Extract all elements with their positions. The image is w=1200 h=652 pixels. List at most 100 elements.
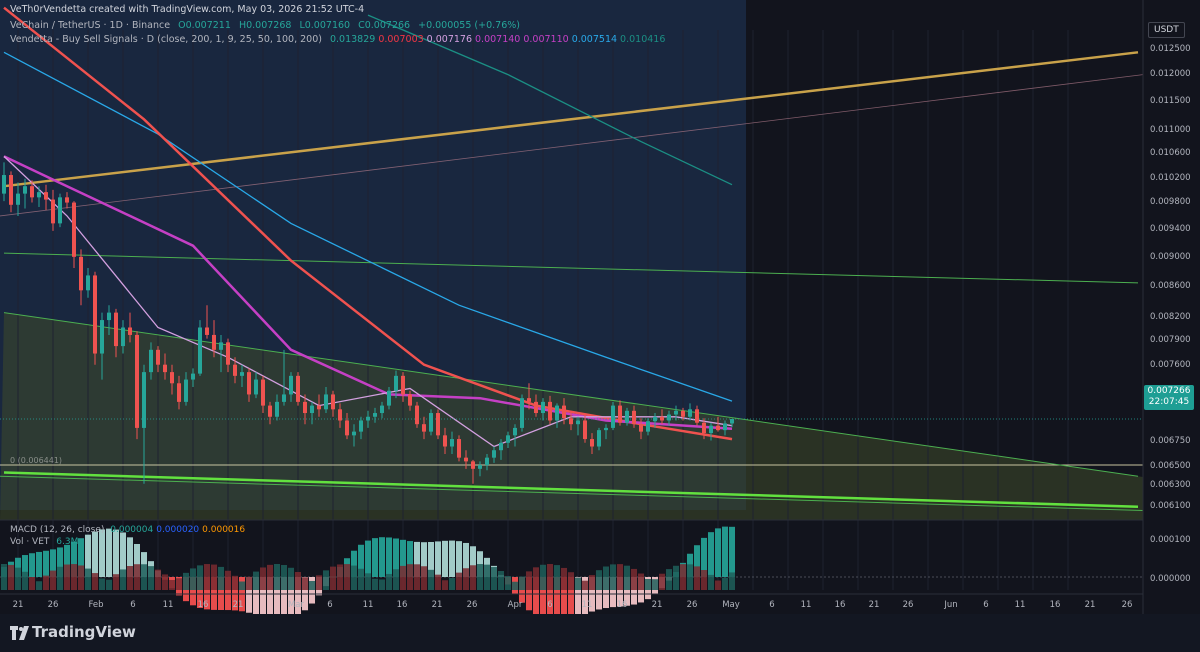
candle-body — [590, 439, 594, 447]
time-axis-label: 26 — [467, 600, 478, 610]
time-axis-label: 16 — [397, 600, 408, 610]
macd-axis-label: 0.000100 — [1150, 535, 1191, 545]
candle-body — [604, 427, 608, 431]
candle-body — [695, 409, 699, 423]
candle-body — [597, 430, 601, 447]
volume-bar — [218, 566, 224, 590]
candle-body — [233, 364, 237, 376]
macd-histogram-bar — [43, 550, 49, 577]
candle-body — [219, 342, 223, 350]
volume-bar — [43, 575, 49, 590]
price-axis-label: 0.007600 — [1150, 360, 1191, 370]
volume-bar — [148, 566, 154, 590]
volume-bar — [638, 573, 644, 590]
candle-body — [310, 405, 314, 414]
currency-button[interactable]: USDT — [1148, 22, 1185, 38]
macd-histogram-bar — [463, 542, 469, 577]
macd-histogram-bar — [309, 577, 315, 604]
candle-body — [303, 401, 307, 414]
price-axis-label: 0.011500 — [1150, 96, 1191, 106]
volume-bar — [1, 564, 7, 590]
volume-legend: Vol · VET 6.3M — [10, 537, 78, 547]
macd-value: 0.000016 — [202, 525, 246, 535]
macd-histogram-bar — [442, 540, 448, 577]
macd-histogram-bar — [134, 543, 140, 577]
volume-name[interactable]: Vol · VET — [10, 537, 50, 547]
candle-body — [114, 312, 118, 347]
volume-value: 6.3M — [56, 537, 79, 547]
symbol-name[interactable]: VeChain / TetherUS · 1D · Binance — [10, 20, 171, 31]
macd-histogram-bar — [113, 529, 119, 577]
tradingview-logo-icon — [10, 626, 29, 640]
macd-histogram-bar — [99, 529, 105, 577]
volume-bar — [29, 577, 35, 590]
candle-body — [646, 421, 650, 432]
macd-histogram-bar — [407, 541, 413, 577]
volume-bar — [372, 578, 378, 590]
time-axis-label: 16 — [835, 600, 846, 610]
volume-bar — [232, 575, 238, 590]
volume-bar — [589, 575, 595, 590]
macd-histogram-bar — [281, 577, 287, 614]
current-price-value: 0.007266 — [1147, 386, 1191, 396]
indicator-value: 0.013829 — [329, 34, 376, 45]
volume-bar — [323, 570, 329, 590]
macd-histogram-bar — [533, 577, 539, 614]
macd-histogram-bar — [393, 538, 399, 577]
candle-body — [625, 410, 629, 423]
volume-bar — [330, 566, 336, 590]
macd-histogram-bar — [568, 577, 574, 614]
volume-bar — [85, 568, 91, 590]
time-axis-label: 16 — [1050, 600, 1061, 610]
volume-bar — [15, 567, 21, 590]
chart-canvas[interactable]: 0 (0.006441) 0.012500 0.012000 0.011500 0.0… — [0, 0, 1200, 614]
change-value: +0.000055 (+0.76%) — [418, 20, 520, 31]
volume-bar — [414, 564, 420, 590]
candle-body — [660, 416, 664, 421]
low-value: L0.007160 — [299, 20, 351, 31]
volume-bar — [253, 571, 259, 590]
volume-bar — [176, 578, 182, 590]
candle-body — [317, 405, 321, 410]
indicator-name[interactable]: Vendetta - Buy Sell Signals · D (close, … — [10, 34, 322, 45]
time-axis-label: 21 — [652, 600, 663, 610]
candle-body — [653, 416, 657, 422]
volume-bar — [260, 567, 266, 590]
trendline — [3, 51, 1139, 188]
macd-histogram-bar — [197, 577, 203, 608]
close-value: C0.007266 — [358, 20, 411, 31]
macd-histogram-bar — [414, 541, 420, 577]
candle-body — [667, 414, 671, 421]
candle-body — [135, 334, 139, 428]
time-axis-label: May — [722, 600, 740, 610]
candle-body — [639, 424, 643, 432]
candle-body — [583, 420, 587, 440]
time-axis-label: 6 — [983, 600, 988, 610]
candle-body — [408, 394, 412, 406]
trendline — [3, 312, 1139, 477]
volume-bar — [575, 577, 581, 590]
macd-histogram-bar — [288, 577, 294, 614]
candle-body — [401, 375, 405, 395]
time-axis-label: 6 — [130, 600, 135, 610]
price-axis-label: 0.008200 — [1150, 312, 1191, 322]
volume-bar — [351, 565, 357, 590]
volume-bar — [365, 573, 371, 590]
macd-histogram-bar — [400, 539, 406, 577]
macd-name[interactable]: MACD (12, 26, close) — [10, 525, 105, 535]
volume-bar — [554, 565, 560, 590]
volume-bar — [631, 568, 637, 590]
volume-bar — [407, 564, 413, 590]
volume-bar — [162, 574, 168, 590]
candle-body — [387, 390, 391, 406]
price-axis-label: 0.010200 — [1150, 173, 1191, 183]
candle-body — [534, 401, 538, 414]
candle-body — [331, 394, 335, 410]
macd-histogram-bar — [267, 577, 273, 614]
volume-bar — [92, 573, 98, 590]
macd-histogram-bar — [617, 577, 623, 607]
volume-bar — [729, 572, 735, 590]
macd-histogram-bar — [540, 577, 546, 614]
price-axis-label: 0.012500 — [1150, 44, 1191, 54]
candle-body — [198, 327, 202, 374]
